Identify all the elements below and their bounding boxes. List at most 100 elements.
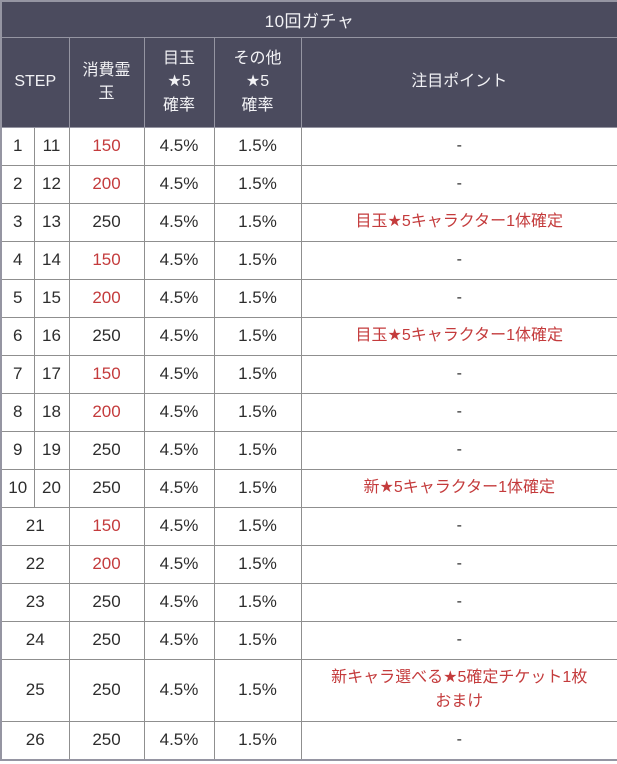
note-cell: 目玉★5キャラクター1体確定	[300, 202, 617, 242]
step-cell: 4	[0, 240, 35, 280]
featured-rate-cell: 4.5%	[143, 721, 215, 761]
cost-cell: 150	[68, 506, 145, 546]
note-cell: -	[300, 544, 617, 584]
step-cell: 21	[0, 506, 70, 546]
featured-rate-cell: 4.5%	[143, 506, 215, 546]
step-cell: 6	[0, 316, 35, 356]
column-header-other-rate: その他 ★5 確率	[213, 36, 302, 128]
cost-cell: 250	[68, 316, 145, 356]
cost-cell: 250	[68, 468, 145, 508]
table-row: 3 13 250 4.5% 1.5% 目玉★5キャラクター1体確定	[0, 202, 617, 242]
step-cell: 14	[33, 240, 70, 280]
step-cell: 5	[0, 278, 35, 318]
title-row: 10回ガチャ	[0, 0, 617, 38]
other-rate-cell: 1.5%	[213, 658, 302, 723]
step-cell: 24	[0, 620, 70, 660]
table-header: 10回ガチャ STEP 消費霊 玉 目玉 ★5 確率 その他 ★5 確率 注目ポ…	[0, 0, 617, 128]
featured-rate-cell: 4.5%	[143, 278, 215, 318]
cost-cell: 150	[68, 126, 145, 166]
table-row: 5 15 200 4.5% 1.5% -	[0, 278, 617, 318]
column-header-featured-rate: 目玉 ★5 確率	[143, 36, 215, 128]
other-rate-cell: 1.5%	[213, 620, 302, 660]
table-row: 23 250 4.5% 1.5% -	[0, 582, 617, 622]
table-row: 22 200 4.5% 1.5% -	[0, 544, 617, 584]
step-cell: 10	[0, 468, 35, 508]
other-rate-cell: 1.5%	[213, 392, 302, 432]
step-cell: 12	[33, 164, 70, 204]
note-cell: -	[300, 278, 617, 318]
step-cell: 9	[0, 430, 35, 470]
featured-rate-cell: 4.5%	[143, 240, 215, 280]
step-cell: 13	[33, 202, 70, 242]
featured-rate-cell: 4.5%	[143, 392, 215, 432]
table-row: 8 18 200 4.5% 1.5% -	[0, 392, 617, 432]
cost-cell: 250	[68, 202, 145, 242]
other-rate-cell: 1.5%	[213, 164, 302, 204]
cost-cell: 250	[68, 658, 145, 723]
other-rate-cell: 1.5%	[213, 721, 302, 761]
note-cell: -	[300, 620, 617, 660]
step-cell: 23	[0, 582, 70, 622]
step-cell: 2	[0, 164, 35, 204]
column-header-cost: 消費霊 玉	[68, 36, 145, 128]
other-rate-cell: 1.5%	[213, 240, 302, 280]
other-rate-cell: 1.5%	[213, 544, 302, 584]
featured-rate-cell: 4.5%	[143, 658, 215, 723]
featured-rate-cell: 4.5%	[143, 316, 215, 356]
note-cell: -	[300, 164, 617, 204]
column-header-step: STEP	[0, 36, 70, 128]
note-cell: -	[300, 240, 617, 280]
other-rate-cell: 1.5%	[213, 126, 302, 166]
note-cell: 目玉★5キャラクター1体確定	[300, 316, 617, 356]
featured-rate-cell: 4.5%	[143, 544, 215, 584]
step-cell: 19	[33, 430, 70, 470]
cost-cell: 200	[68, 164, 145, 204]
step-cell: 18	[33, 392, 70, 432]
step-cell: 25	[0, 658, 70, 723]
cost-cell: 250	[68, 620, 145, 660]
step-cell: 1	[0, 126, 35, 166]
table-row: 6 16 250 4.5% 1.5% 目玉★5キャラクター1体確定	[0, 316, 617, 356]
table-row: 4 14 150 4.5% 1.5% -	[0, 240, 617, 280]
other-rate-cell: 1.5%	[213, 468, 302, 508]
table-row: 26 250 4.5% 1.5% -	[0, 721, 617, 761]
note-cell: 新★5キャラクター1体確定	[300, 468, 617, 508]
featured-rate-cell: 4.5%	[143, 582, 215, 622]
featured-rate-cell: 4.5%	[143, 468, 215, 508]
other-rate-cell: 1.5%	[213, 506, 302, 546]
note-cell: -	[300, 582, 617, 622]
cost-cell: 250	[68, 430, 145, 470]
cost-cell: 150	[68, 354, 145, 394]
cost-cell: 200	[68, 392, 145, 432]
cost-cell: 150	[68, 240, 145, 280]
note-cell: -	[300, 721, 617, 761]
table-row: 9 19 250 4.5% 1.5% -	[0, 430, 617, 470]
step-cell: 16	[33, 316, 70, 356]
step-cell: 8	[0, 392, 35, 432]
featured-rate-cell: 4.5%	[143, 620, 215, 660]
featured-rate-cell: 4.5%	[143, 202, 215, 242]
featured-rate-cell: 4.5%	[143, 126, 215, 166]
column-header-row: STEP 消費霊 玉 目玉 ★5 確率 その他 ★5 確率 注目ポイント	[0, 36, 617, 128]
cost-cell: 250	[68, 582, 145, 622]
cost-cell: 200	[68, 278, 145, 318]
table-row: 2 12 200 4.5% 1.5% -	[0, 164, 617, 204]
table-row: 24 250 4.5% 1.5% -	[0, 620, 617, 660]
note-cell: -	[300, 354, 617, 394]
featured-rate-cell: 4.5%	[143, 354, 215, 394]
cost-cell: 200	[68, 544, 145, 584]
step-cell: 15	[33, 278, 70, 318]
note-cell: -	[300, 392, 617, 432]
other-rate-cell: 1.5%	[213, 354, 302, 394]
step-cell: 20	[33, 468, 70, 508]
table-row: 1 11 150 4.5% 1.5% -	[0, 126, 617, 166]
other-rate-cell: 1.5%	[213, 582, 302, 622]
step-cell: 3	[0, 202, 35, 242]
step-cell: 11	[33, 126, 70, 166]
other-rate-cell: 1.5%	[213, 430, 302, 470]
table-title: 10回ガチャ	[0, 0, 617, 38]
column-header-note: 注目ポイント	[300, 36, 617, 128]
note-cell: 新キャラ選べる★5確定チケット1枚おまけ	[300, 658, 617, 723]
